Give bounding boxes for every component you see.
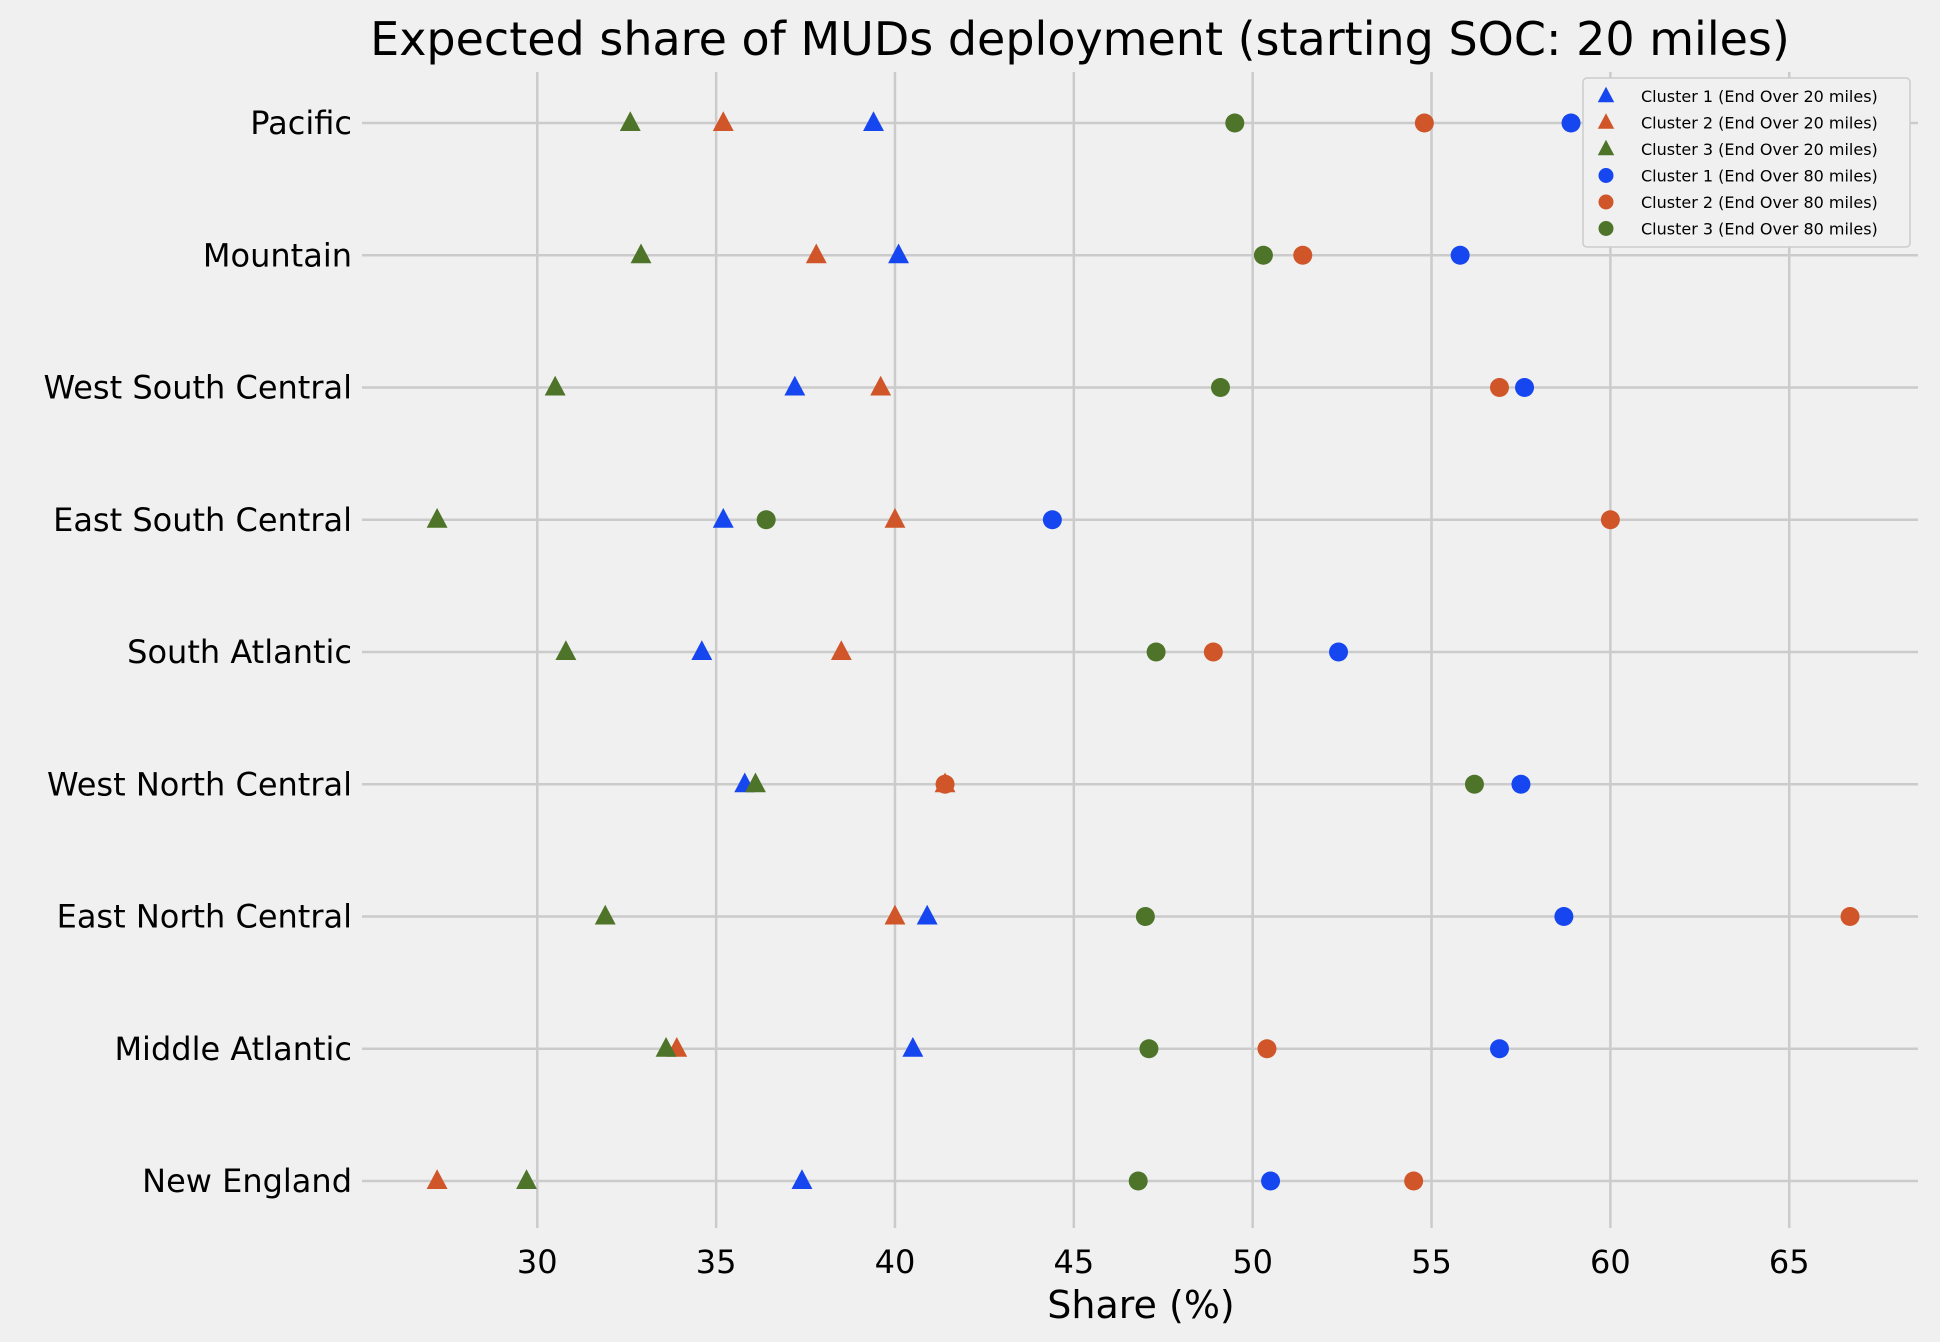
circle-marker — [1489, 1039, 1509, 1059]
chart-title: Expected share of MUDs deployment (start… — [370, 12, 1790, 66]
x-tick-label: 55 — [1411, 1243, 1452, 1281]
circle-marker — [1135, 907, 1155, 926]
circle-marker — [1554, 907, 1574, 926]
circle-marker — [1293, 245, 1313, 265]
triangle-marker — [426, 1169, 448, 1189]
legend-label: Cluster 2 (End Over 80 miles) — [1641, 193, 1878, 212]
triangle-marker — [791, 1169, 813, 1189]
triangle-marker — [691, 640, 713, 660]
triangle-marker — [619, 111, 641, 131]
circle-marker — [1128, 1171, 1148, 1191]
x-tick-label: 30 — [517, 1243, 558, 1281]
triangle-marker — [516, 1169, 537, 1189]
legend-label: Cluster 1 (End Over 80 miles) — [1641, 167, 1878, 186]
legend-marker — [1598, 194, 1614, 210]
triangle-marker — [884, 507, 906, 528]
legend-marker — [1598, 221, 1614, 236]
triangle-marker — [544, 375, 566, 396]
triangle-marker — [902, 1036, 924, 1057]
triangle-marker — [630, 243, 652, 264]
legend-label: Cluster 2 (End Over 20 miles) — [1641, 114, 1878, 133]
x-tick-label: 65 — [1769, 1243, 1810, 1281]
x-tick-label: 35 — [696, 1243, 737, 1281]
circle-marker — [1210, 378, 1230, 397]
triangle-marker — [426, 507, 448, 528]
legend-marker — [1598, 168, 1614, 183]
circle-marker — [1203, 642, 1223, 662]
y-tick-label: West North Central — [47, 765, 352, 803]
legend-label: Cluster 1 (End Over 20 miles) — [1641, 87, 1878, 106]
circle-marker — [1329, 642, 1349, 662]
legend-label: Cluster 3 (End Over 80 miles) — [1641, 220, 1878, 239]
tick-labels: 30 35 40 45 50 55 60 65 New England Middle Atlant… — [43, 104, 1809, 1281]
circle-marker — [1414, 113, 1434, 133]
circle-marker — [1511, 774, 1531, 794]
triangle-marker — [784, 375, 806, 396]
triangle-marker — [870, 375, 892, 396]
y-tick-label: South Atlantic — [127, 633, 352, 671]
triangle-marker — [712, 507, 734, 528]
x-axis-label: Share (%) — [1047, 1283, 1235, 1327]
triangle-marker — [888, 243, 910, 264]
x-tick-label: 40 — [875, 1243, 916, 1281]
triangle-marker — [594, 904, 616, 925]
legend-marker — [1597, 139, 1615, 156]
y-tick-label: Pacific — [250, 104, 352, 142]
triangle-marker — [712, 111, 734, 131]
circle-marker — [1253, 245, 1273, 265]
triangle-marker — [745, 772, 766, 793]
circle-marker — [1450, 245, 1470, 265]
circle-marker — [1561, 113, 1581, 133]
circle-marker — [756, 510, 776, 530]
circle-marker — [1146, 642, 1166, 662]
legend-label: Cluster 3 (End Over 20 miles) — [1641, 140, 1878, 159]
circle-marker — [1600, 510, 1620, 530]
circle-marker — [1139, 1039, 1159, 1059]
legend: Cluster 1 (End Over 20 miles) Cluster 2 (… — [1582, 77, 1911, 248]
y-tick-label: West South Central — [43, 369, 352, 407]
legend-marker — [1597, 113, 1615, 129]
triangle-marker — [555, 640, 577, 660]
circle-marker — [1257, 1039, 1277, 1059]
y-tick-label: East North Central — [57, 898, 352, 936]
y-tick-label: New England — [142, 1162, 352, 1200]
circle-marker — [935, 774, 955, 794]
triangle-marker — [830, 640, 852, 660]
x-tick-label: 45 — [1053, 1243, 1094, 1281]
legend-marker — [1597, 86, 1615, 103]
triangle-marker — [916, 904, 938, 925]
circle-marker — [1840, 907, 1860, 926]
triangle-marker — [863, 111, 884, 131]
triangle-marker — [655, 1036, 677, 1057]
triangle-marker — [805, 243, 827, 264]
legend-frame — [1582, 77, 1911, 248]
circle-marker — [1042, 510, 1062, 530]
circle-marker — [1489, 378, 1509, 397]
circle-marker — [1261, 1171, 1281, 1191]
data-markers — [426, 111, 1860, 1191]
y-tick-label: Mountain — [203, 236, 352, 274]
circle-marker — [1225, 113, 1245, 133]
y-tick-label: Middle Atlantic — [114, 1030, 352, 1068]
circle-marker — [1515, 378, 1535, 397]
circle-marker — [1404, 1171, 1424, 1191]
y-tick-label: East South Central — [53, 501, 352, 539]
triangle-marker — [884, 904, 906, 925]
circle-marker — [1464, 774, 1484, 794]
x-tick-label: 50 — [1232, 1243, 1273, 1281]
x-tick-label: 60 — [1590, 1243, 1631, 1281]
